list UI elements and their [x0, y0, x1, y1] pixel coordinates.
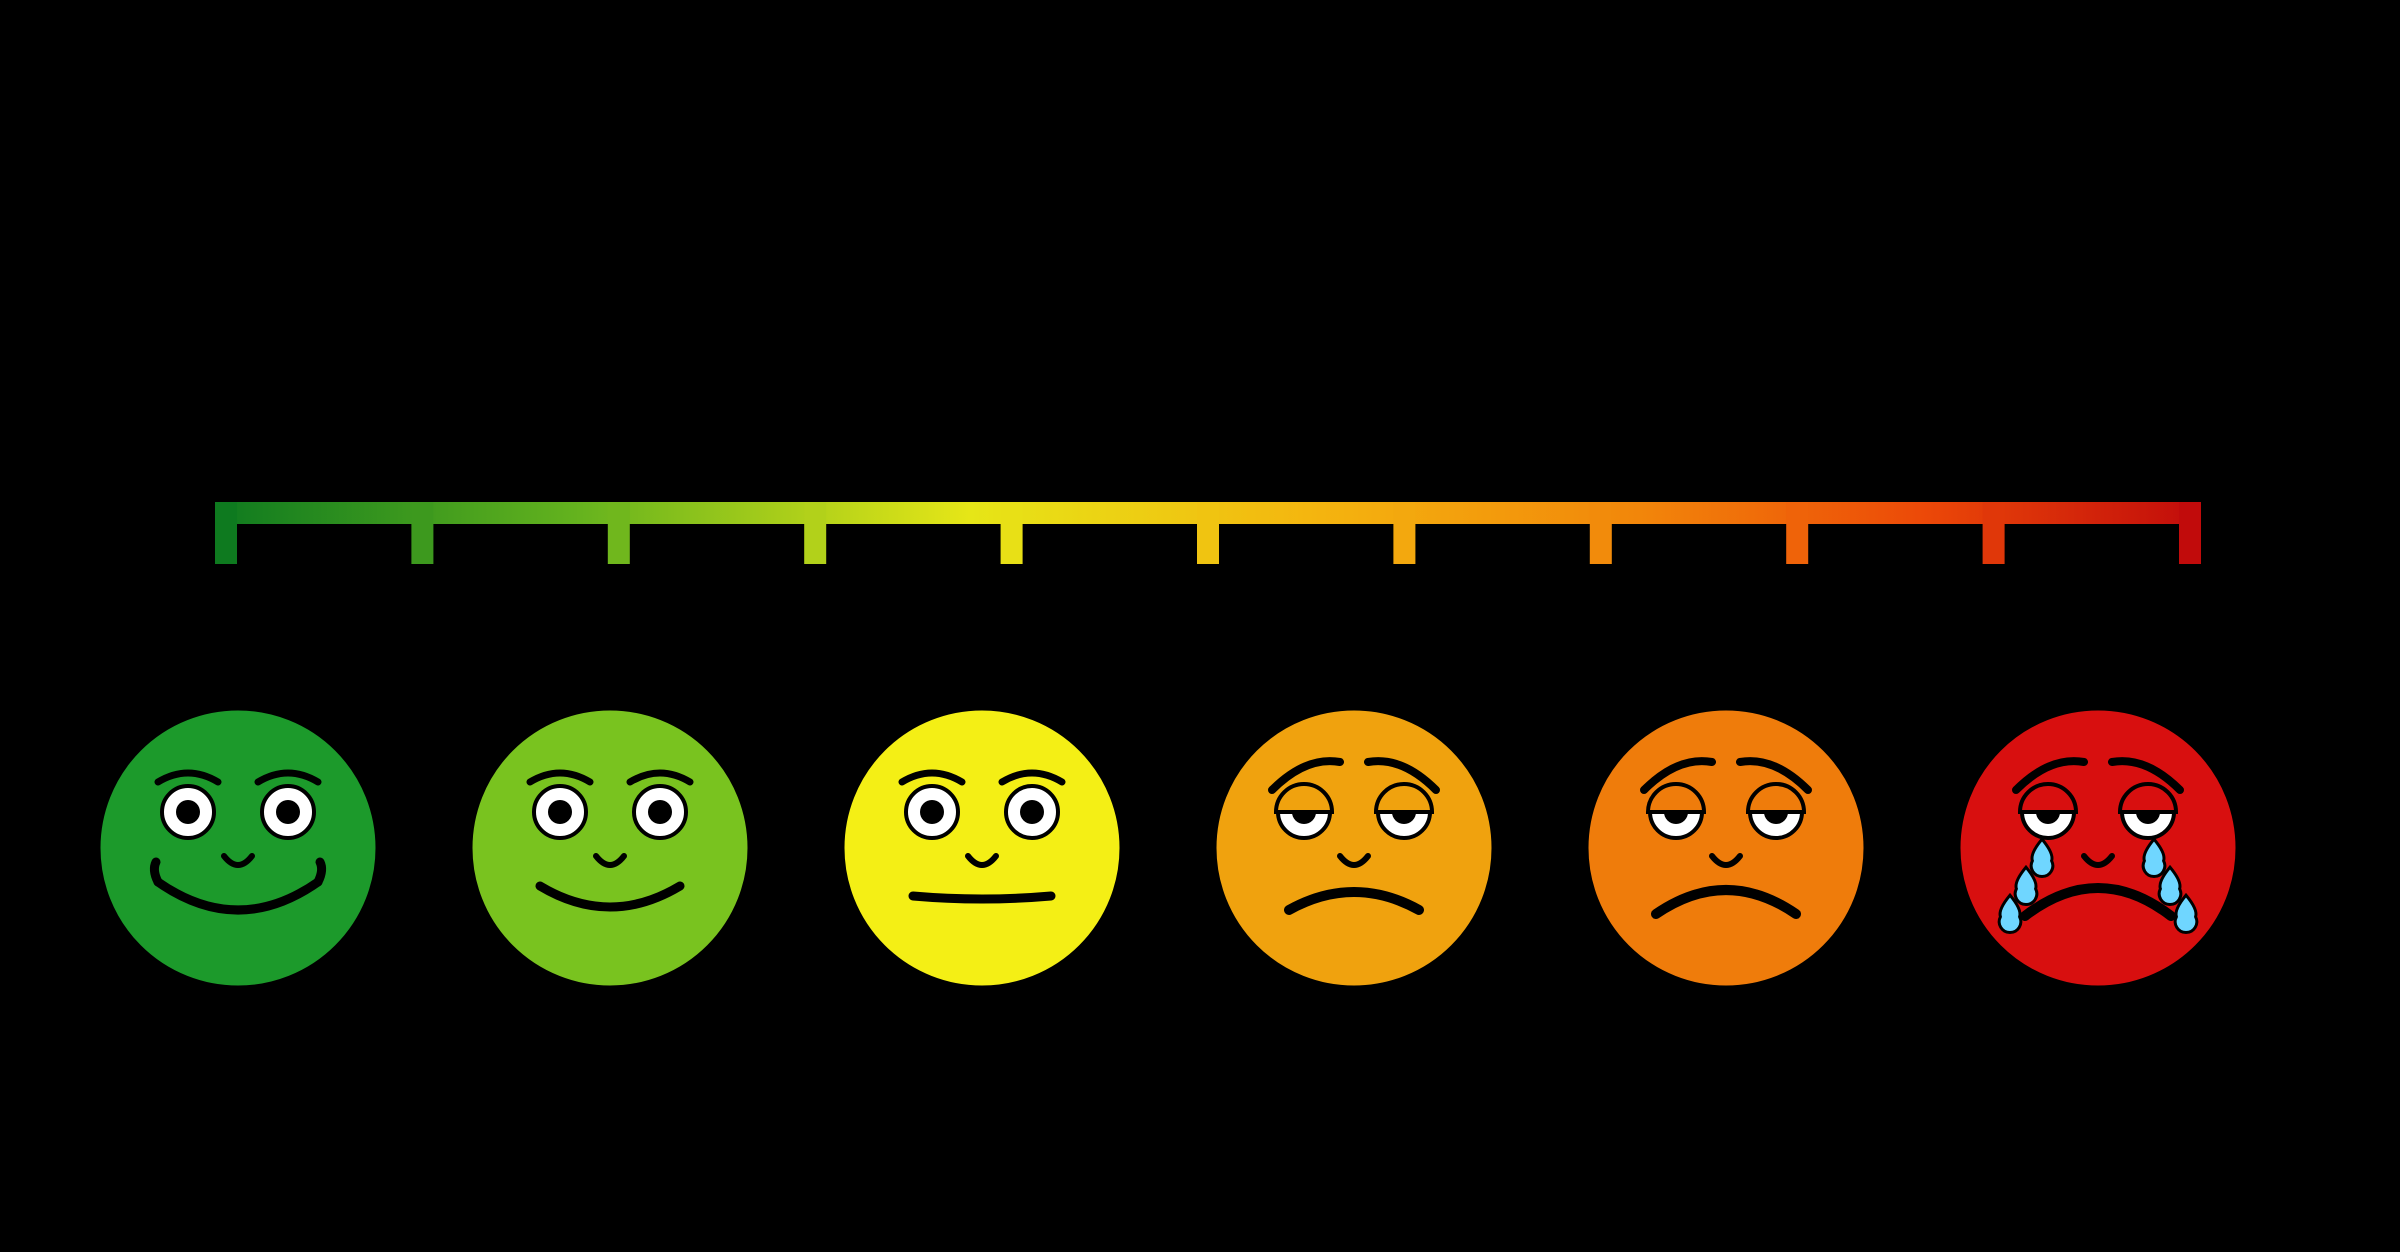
ruler-tick [411, 502, 433, 564]
ruler-tick [1590, 502, 1612, 564]
ruler-tick [1983, 502, 2005, 564]
face-very-happy [98, 708, 378, 988]
ruler-tick [1001, 502, 1023, 564]
face-slightly-sad [1214, 708, 1494, 988]
face-crying [1958, 708, 2238, 988]
pain-scale-svg [0, 0, 2400, 1252]
ruler-tick [608, 502, 630, 564]
ruler-tick [1197, 502, 1219, 564]
face-neutral [842, 708, 1122, 988]
ruler-tick [2179, 502, 2201, 564]
pain-scale-diagram [0, 0, 2400, 1252]
ruler-tick [804, 502, 826, 564]
faces-row [98, 708, 2238, 988]
face-sad [1586, 708, 1866, 988]
face-happy [470, 708, 750, 988]
ruler-tick [1393, 502, 1415, 564]
ruler-tick [215, 502, 237, 564]
gradient-ruler [215, 502, 2201, 564]
ruler-tick [1786, 502, 1808, 564]
